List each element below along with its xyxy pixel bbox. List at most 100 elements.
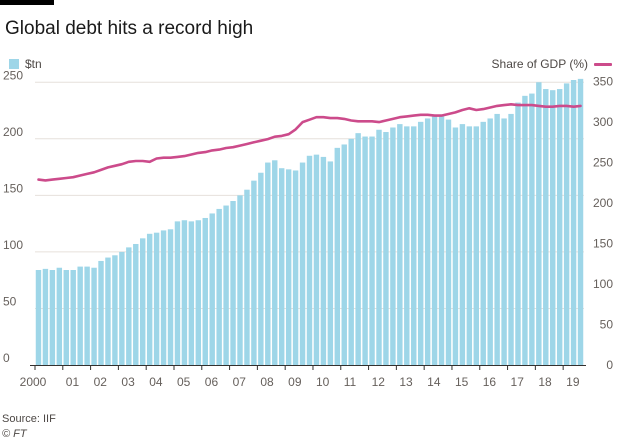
debt-bar <box>348 138 354 365</box>
debt-bar <box>167 229 174 365</box>
x-tick-label: 04 <box>149 375 163 389</box>
debt-bar <box>556 89 563 366</box>
y-left-tick-label: 50 <box>3 294 17 308</box>
debt-bar <box>91 267 97 365</box>
source-note: Source: IIF <box>2 413 56 425</box>
debt-bar <box>98 260 104 365</box>
debt-bar <box>494 113 500 365</box>
debt-bar <box>515 102 521 365</box>
debt-bar <box>550 90 556 365</box>
debt-bar <box>63 270 69 365</box>
debt-bar <box>383 132 389 365</box>
debt-bar <box>244 189 250 365</box>
debt-bar <box>237 195 243 365</box>
debt-bar <box>362 136 368 365</box>
debt-bar <box>119 251 125 365</box>
debt-bar <box>223 205 229 365</box>
y-right-tick-label: 150 <box>593 237 613 251</box>
x-tick-label: 05 <box>177 375 191 389</box>
debt-bar <box>473 126 479 365</box>
debt-bar <box>404 126 410 365</box>
gdp-share-line <box>37 103 582 182</box>
debt-bar <box>153 232 160 365</box>
x-tick-label: 08 <box>260 375 274 389</box>
debt-bar <box>188 221 195 365</box>
x-tick-label: 03 <box>121 375 135 389</box>
x-tick-label: 11 <box>344 375 357 389</box>
y-right-tick-label: 250 <box>593 156 613 170</box>
debt-bar <box>341 144 347 365</box>
debt-bar <box>313 154 320 365</box>
debt-bar <box>536 82 542 365</box>
debt-bar <box>327 161 334 365</box>
legend-gdp: Share of GDP (%) <box>492 57 612 71</box>
debt-bar <box>251 180 257 365</box>
debt-bar <box>285 169 292 365</box>
y-right-tick-label: 50 <box>600 318 614 332</box>
legend-debt-label: $tn <box>25 57 42 71</box>
legend-debt: $tn <box>9 57 42 71</box>
x-tick-label: 18 <box>538 375 552 389</box>
y-left-tick-label: 100 <box>3 238 23 252</box>
x-tick-label: 2000 <box>20 375 47 389</box>
y-right-tick-label: 350 <box>593 75 613 89</box>
debt-bar <box>265 162 271 365</box>
x-tick-label: 17 <box>511 375 525 389</box>
debt-bar <box>299 162 306 365</box>
debt-bar <box>543 89 549 366</box>
debt-bar <box>278 168 285 365</box>
x-tick-label: 16 <box>483 375 497 389</box>
y-left-tick-label: 150 <box>3 181 23 195</box>
debt-bar <box>424 118 431 365</box>
debt-bar <box>445 119 452 365</box>
debt-bar <box>438 115 445 365</box>
debt-bar <box>35 270 42 365</box>
debt-bar <box>355 133 361 365</box>
debt-bar <box>258 172 264 365</box>
debt-bar <box>369 136 375 365</box>
debt-bar <box>181 220 188 365</box>
debt-bar <box>397 124 403 365</box>
x-tick-label: 02 <box>94 375 108 389</box>
legend-gdp-label: Share of GDP (%) <box>491 57 588 71</box>
debt-bar <box>334 147 341 365</box>
debt-bar <box>42 268 49 365</box>
debt-bar <box>411 126 417 365</box>
y-right-tick-label: 300 <box>593 115 613 129</box>
debt-bar <box>292 170 299 365</box>
debt-bar <box>133 243 139 365</box>
debt-bar <box>577 78 584 365</box>
debt-bar <box>466 126 473 365</box>
y-right-tick-label: 0 <box>606 358 613 372</box>
debt-bar <box>522 95 528 365</box>
debt-bar <box>431 116 438 365</box>
debt-bar <box>140 238 146 365</box>
y-right-tick-label: 200 <box>593 196 613 210</box>
y-left-tick-label: 250 <box>3 68 23 82</box>
debt-bar <box>452 127 459 365</box>
y-left-tick-label: 0 <box>3 351 10 365</box>
debt-bar <box>529 93 535 366</box>
debt-bar <box>480 121 486 365</box>
y-left-tick-label: 200 <box>3 125 23 139</box>
brand-rule <box>0 0 54 5</box>
debt-bar <box>508 113 514 365</box>
x-tick-label: 07 <box>233 375 247 389</box>
debt-bar <box>272 160 278 365</box>
debt-bar <box>459 124 466 365</box>
debt-bar <box>216 208 222 365</box>
debt-bar <box>112 255 118 365</box>
debt-bar <box>202 217 208 365</box>
debt-bar <box>320 156 327 365</box>
x-tick-label: 09 <box>288 375 302 389</box>
debt-bar <box>390 127 396 365</box>
x-tick-label: 15 <box>455 375 469 389</box>
debt-bar <box>105 257 111 365</box>
legend-bar-swatch <box>9 59 19 69</box>
x-tick-label: 01 <box>66 375 80 389</box>
x-tick-label: 14 <box>427 375 441 389</box>
chart-title: Global debt hits a record high <box>5 18 254 39</box>
debt-bar <box>487 118 493 365</box>
y-right-tick-label: 100 <box>593 277 613 291</box>
